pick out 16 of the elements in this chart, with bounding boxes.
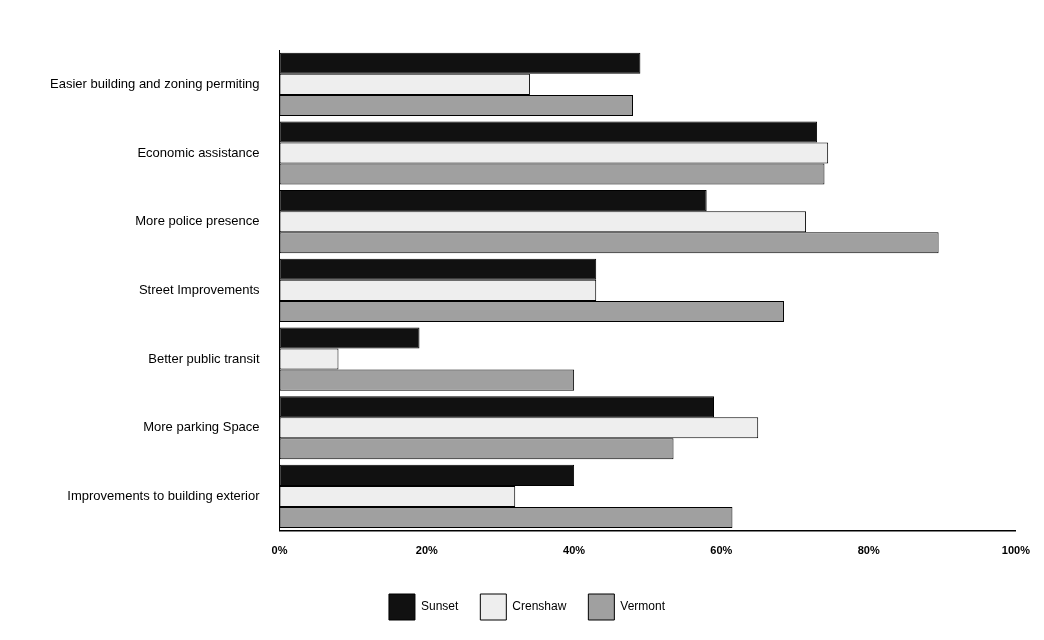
x-tick-label: 0% <box>271 544 288 557</box>
x-tick-label: 20% <box>415 544 439 557</box>
x-tick-label: 80% <box>857 544 880 557</box>
y-tick-label: More police presence <box>135 213 260 229</box>
x-tick-label: 60% <box>710 544 733 557</box>
y-tick-label: Street Improvements <box>138 281 261 297</box>
y-tick-label: Improvements to building exterior <box>67 488 261 504</box>
y-tick-label: More parking Space <box>143 419 260 435</box>
x-tick-label: 100% <box>1001 544 1031 557</box>
y-tick-label: Easier building and zoning permiting <box>50 75 260 91</box>
x-tick-label: 40% <box>563 544 586 557</box>
legend-label: Crenshaw <box>512 599 567 614</box>
y-tick-label: Economic assistance <box>137 144 260 160</box>
legend-label: Sunset <box>420 599 459 614</box>
y-tick-label: Better public transit <box>148 350 260 366</box>
legend-label: Vermont <box>620 599 666 614</box>
